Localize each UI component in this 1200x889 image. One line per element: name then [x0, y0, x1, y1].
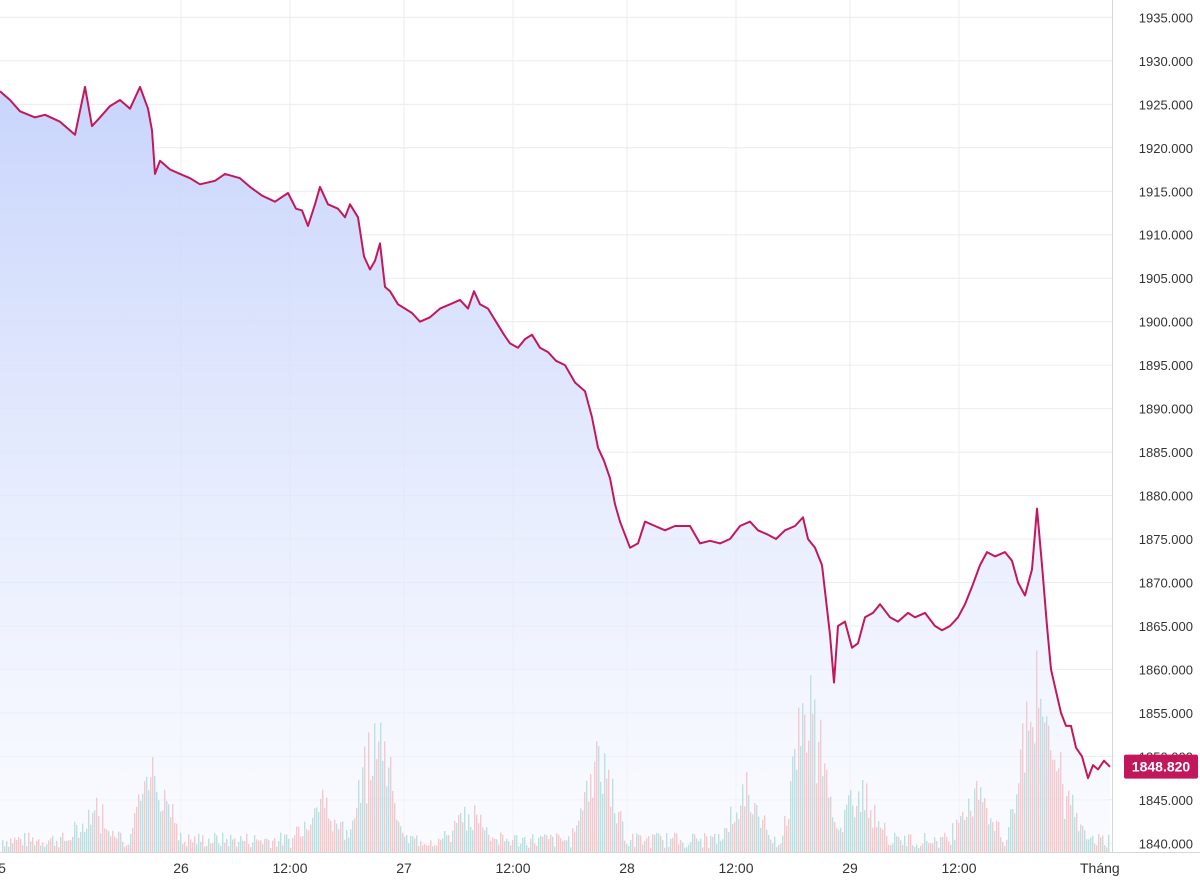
y-tick-label: 1845.000: [1139, 793, 1193, 808]
y-tick-label: 1935.000: [1139, 10, 1193, 25]
x-tick-label: Tháng: [1080, 860, 1120, 876]
x-tick-label: 29: [842, 860, 858, 876]
x-tick-label: 27: [396, 860, 412, 876]
x-tick-label: 12:00: [941, 860, 976, 876]
y-tick-label: 1900.000: [1139, 315, 1193, 330]
x-tick-label: 12:00: [718, 860, 753, 876]
y-tick-label: 1860.000: [1139, 662, 1193, 677]
y-tick-label: 1905.000: [1139, 271, 1193, 286]
x-tick-label: 5: [0, 860, 6, 876]
y-tick-label: 1840.000: [1139, 836, 1193, 851]
y-tick-label: 1855.000: [1139, 706, 1193, 721]
y-tick-label: 1910.000: [1139, 228, 1193, 243]
x-tick-label: 12:00: [495, 860, 530, 876]
y-tick-label: 1895.000: [1139, 358, 1193, 373]
y-tick-label: 1890.000: [1139, 402, 1193, 417]
last-price-group: 1848.820: [1124, 754, 1198, 779]
y-tick-label: 1930.000: [1139, 54, 1193, 69]
y-tick-label: 1865.000: [1139, 619, 1193, 634]
y-tick-label: 1920.000: [1139, 141, 1193, 156]
x-tick-label: 12:00: [272, 860, 307, 876]
price-line-group: [0, 85, 1111, 780]
price-area: [0, 86, 1110, 852]
price-area-fill: [0, 86, 1110, 852]
x-tick-label: 28: [619, 860, 635, 876]
y-tick-label: 1880.000: [1139, 489, 1193, 504]
y-tick-label: 1875.000: [1139, 532, 1193, 547]
x-tick-label: 26: [173, 860, 189, 876]
y-tick-label: 1925.000: [1139, 97, 1193, 112]
y-tick-label: 1915.000: [1139, 184, 1193, 199]
price-line: [0, 85, 1111, 780]
last-price-label: 1848.820: [1132, 759, 1191, 775]
y-tick-label: 1885.000: [1139, 445, 1193, 460]
last-price-badge: [1124, 754, 1198, 779]
y-tick-label: 1870.000: [1139, 575, 1193, 590]
